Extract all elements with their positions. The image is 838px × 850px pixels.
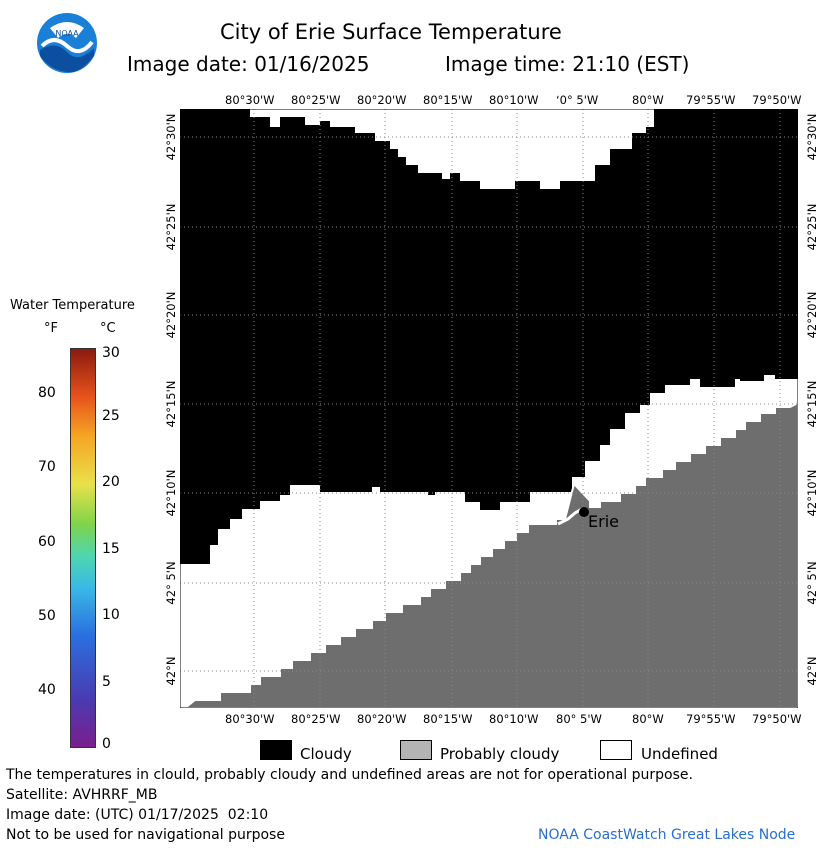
image-time: Image time: 21:10 (EST): [445, 52, 690, 76]
lat-tick-right: 42°15'N: [805, 380, 819, 428]
c-tick: 10: [102, 607, 120, 623]
legend-swatch-cloudy: [260, 740, 292, 760]
cloud-area: [180, 109, 798, 564]
lat-tick-right: 42°N: [805, 656, 819, 686]
f-tick: 60: [38, 534, 56, 550]
lon-tick-top: ʻ0° 5'W: [556, 93, 599, 107]
satellite: Satellite: AVHRRF_MB: [6, 787, 158, 803]
lon-tick-bottom: 79°55'W: [686, 712, 736, 726]
lon-tick-bottom: 79°50'W: [752, 712, 802, 726]
f-tick: 70: [38, 459, 56, 475]
lat-tick-left: 42°15'N: [164, 380, 178, 428]
credit: NOAA CoastWatch Great Lakes Node: [538, 827, 796, 843]
f-tick: 80: [38, 385, 56, 401]
lat-tick-left: 42°25'N: [164, 203, 178, 251]
erie-marker: [579, 507, 589, 517]
colorbar-unit-f: °F: [44, 321, 58, 336]
lat-tick-right: 42°20'N: [805, 291, 819, 339]
c-tick: 15: [102, 541, 120, 557]
lat-tick-right: 42°10'N: [805, 469, 819, 517]
c-tick: 30: [102, 345, 120, 361]
erie-coast: [557, 507, 583, 526]
c-tick: 25: [102, 408, 120, 424]
grid-lines: [180, 109, 798, 708]
lat-tick-left: 42°10'N: [164, 469, 178, 517]
city-label: Erie: [588, 512, 619, 531]
f-tick: 50: [38, 608, 56, 624]
noaa-logo-text: NOAA: [55, 29, 79, 38]
legend-label-cloudy: Cloudy: [300, 745, 352, 763]
lon-tick-bottom: 80°10'W: [489, 712, 539, 726]
noaa-logo: NOAA: [37, 13, 97, 73]
c-tick: 0: [102, 736, 111, 752]
lon-tick-top: 80°20'W: [357, 93, 407, 107]
lon-tick-bottom: 80°25'W: [291, 712, 341, 726]
lat-tick-right: 42°30'N: [805, 113, 819, 161]
lon-tick-bottom: 80°30'W: [225, 712, 275, 726]
lon-tick-top: 79°50'W: [752, 93, 802, 107]
disclaimer: The temperatures in clould, probably clo…: [6, 767, 693, 783]
legend-label-probably-cloudy: Probably cloudy: [440, 745, 560, 763]
colorbar: [70, 348, 96, 748]
lon-tick-top: 79°55'W: [686, 93, 736, 107]
lat-tick-right: 42° 5'N: [805, 561, 819, 605]
lon-tick-bottom: 80°W: [632, 712, 664, 726]
image-date: Image date: 01/16/2025: [127, 52, 370, 76]
lat-tick-left: 42°N: [164, 656, 178, 686]
utc-date: Image date: (UTC) 01/17/2025 02:10: [6, 807, 269, 823]
lat-tick-left: 42° 5'N: [164, 561, 178, 605]
lon-tick-top: 80°25'W: [291, 93, 341, 107]
c-tick: 5: [102, 674, 111, 690]
lon-tick-bottom: 80°20'W: [357, 712, 407, 726]
f-tick: 40: [38, 682, 56, 698]
colorbar-title: Water Temperature: [10, 298, 135, 313]
map: [180, 109, 798, 708]
lon-tick-bottom: 80° 5'W: [556, 712, 602, 726]
legend-label-undefined: Undefined: [641, 745, 718, 763]
page-title: City of Erie Surface Temperature: [220, 20, 562, 44]
nav-warning: Not to be used for navigational purpose: [6, 827, 285, 843]
colorbar-unit-c: °C: [100, 321, 116, 336]
lon-tick-top: 80°15'W: [423, 93, 473, 107]
lon-tick-top: 80°10'W: [489, 93, 539, 107]
legend-swatch-probably-cloudy: [400, 740, 432, 760]
lon-tick-top: 80°30'W: [225, 93, 275, 107]
lat-tick-right: 42°25'N: [805, 203, 819, 251]
lon-tick-bottom: 80°15'W: [423, 712, 473, 726]
lat-tick-left: 42°20'N: [164, 291, 178, 339]
land-area: [183, 401, 798, 708]
c-tick: 20: [102, 474, 120, 490]
legend-swatch-undefined: [600, 740, 632, 760]
lon-tick-top: 80°W: [632, 93, 664, 107]
lat-tick-left: 42°30'N: [164, 113, 178, 161]
